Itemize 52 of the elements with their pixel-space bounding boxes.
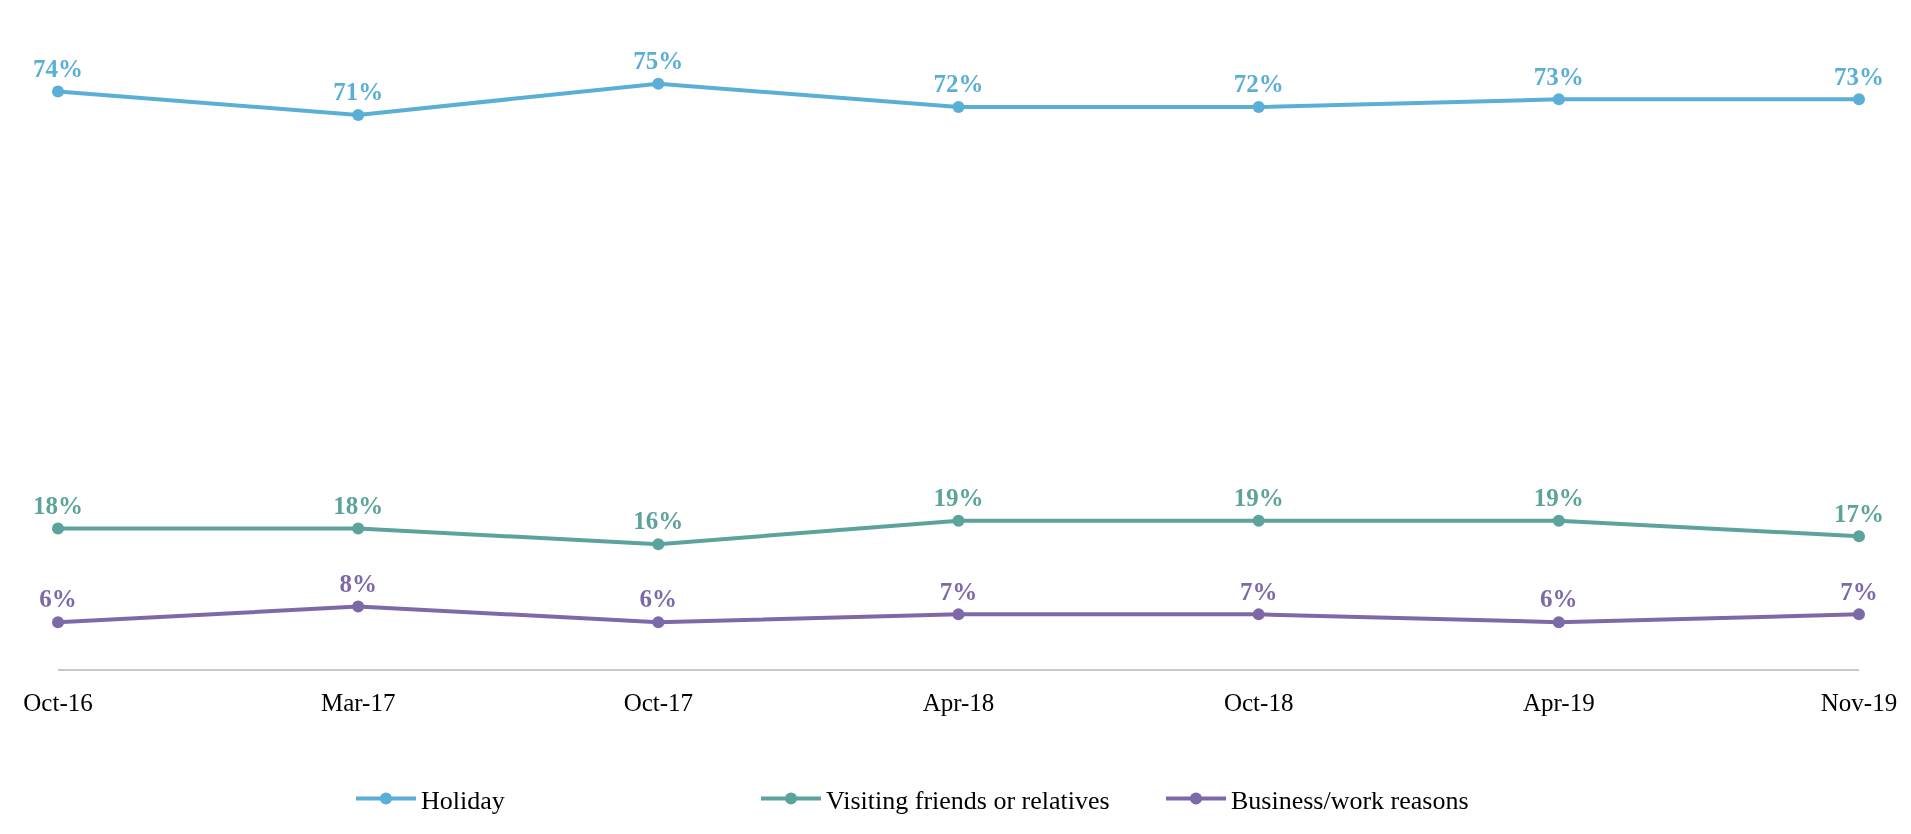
data-label: 19% [1533,483,1584,511]
data-label: 17% [1834,499,1884,527]
point [652,538,665,551]
data-label: 19% [1233,483,1284,511]
x-tick-label: Oct-16 [23,688,93,716]
point [1552,616,1565,629]
data-label: 73% [1533,62,1584,90]
data-label: 6% [39,585,77,613]
point [352,522,365,535]
point [352,108,365,121]
legend-label: Business/work reasons [1231,785,1469,815]
point [1853,608,1865,621]
point [52,85,64,98]
x-tick-label: Oct-17 [623,688,694,716]
point [1252,608,1265,621]
x-tick-label: Nov-19 [1820,688,1898,716]
x-tick-label: Apr-19 [1522,688,1595,716]
point [352,600,365,613]
point [1552,514,1565,527]
data-label: 7% [1239,577,1278,605]
point [652,77,665,90]
data-label: 73% [1834,62,1884,90]
x-tick-label: Oct-18 [1223,688,1294,716]
data-label: 74% [33,54,83,82]
x-tick-label: Apr-18 [922,688,995,716]
data-label: 7% [939,577,978,605]
point [52,522,64,535]
point [1853,93,1865,106]
point [52,616,64,629]
data-label: 6% [639,585,678,613]
data-label: 19% [933,483,984,511]
x-tick-label: Mar-17 [320,688,396,716]
point [1252,514,1265,527]
data-label: 75% [633,46,684,74]
data-label: 7% [1840,577,1878,605]
data-label: 18% [333,491,384,519]
point [1552,93,1565,106]
data-label: 6% [1540,585,1578,613]
data-label: 18% [33,491,83,519]
data-label: 72% [1233,70,1284,98]
point [952,514,965,527]
data-label: 8% [339,569,377,597]
point [952,608,965,621]
legend-label: Holiday [421,785,505,815]
data-label: 72% [933,70,984,98]
data-label: 71% [333,78,384,106]
legend-label: Visiting friends or relatives [826,785,1110,815]
point [1252,101,1265,114]
point [952,101,965,114]
point [652,616,665,629]
point [1853,530,1865,543]
data-label: 16% [633,507,684,535]
